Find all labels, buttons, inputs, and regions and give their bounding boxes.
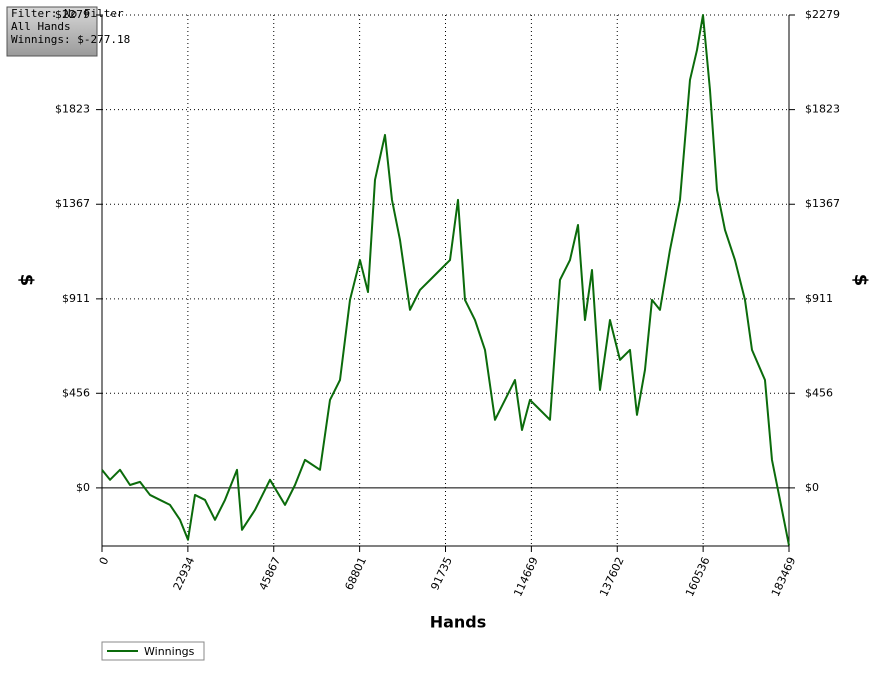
info-line: Winnings: $-277.18 xyxy=(11,33,130,46)
x-axis-title: Hands xyxy=(430,613,487,632)
y-tick-label: $0 xyxy=(76,481,90,494)
y-tick-label: $2279 xyxy=(55,8,90,21)
series-line xyxy=(101,14,790,546)
legend: Winnings xyxy=(101,641,205,661)
info-line: All Hands xyxy=(11,20,71,33)
y-tick-label: $1367 xyxy=(55,197,90,210)
y2-tick-label: $1823 xyxy=(805,103,840,116)
y2-tick-label: $456 xyxy=(805,386,833,399)
y2-tick-label: $911 xyxy=(805,292,833,305)
legend-frame xyxy=(101,641,205,661)
x-tick-label: 0 xyxy=(97,555,112,567)
y2-tick-label: $2279 xyxy=(805,8,840,21)
info-line: Filter: No Filter xyxy=(11,7,124,20)
y-axis-title: $ xyxy=(16,274,37,287)
y-tick-label: $1823 xyxy=(55,103,90,116)
legend-label: Winnings xyxy=(144,645,195,658)
y2-tick-label: $1367 xyxy=(805,197,840,210)
y-tick-label: $456 xyxy=(62,386,90,399)
y2-axis-title: $ xyxy=(850,274,871,287)
y-tick-label: $911 xyxy=(62,292,90,305)
y2-tick-label: $0 xyxy=(805,481,819,494)
info-box-frame xyxy=(6,6,98,57)
